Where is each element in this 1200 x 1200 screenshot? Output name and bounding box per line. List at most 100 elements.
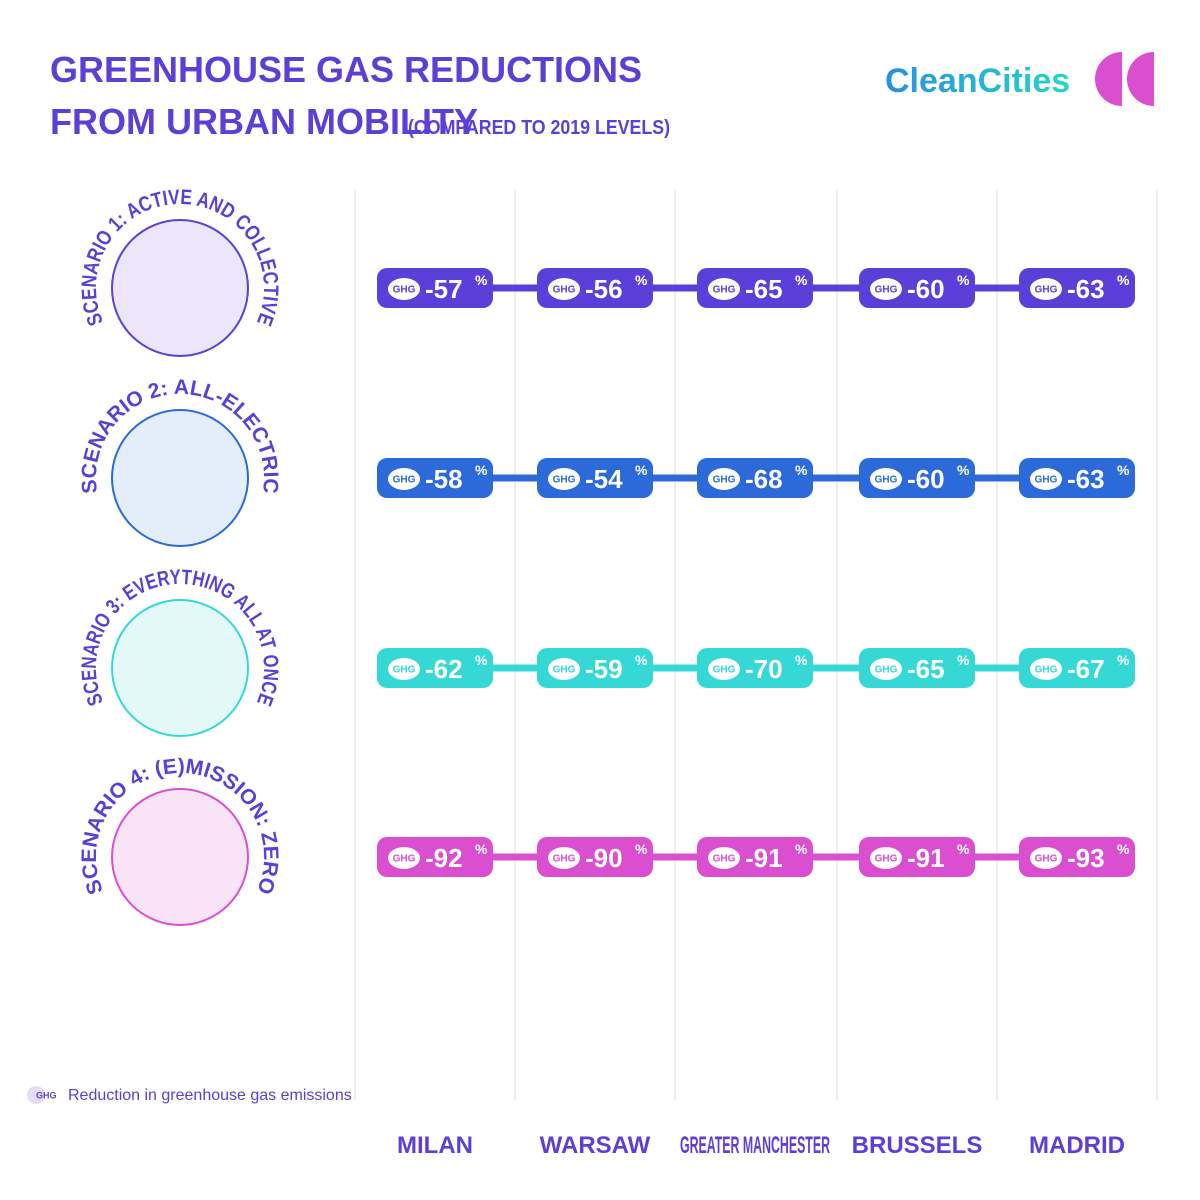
badge: GHG -92% bbox=[377, 837, 493, 877]
unit: % bbox=[475, 652, 488, 668]
unit: % bbox=[1117, 841, 1130, 857]
badge-label: GHG bbox=[553, 475, 576, 486]
cloud-icon bbox=[708, 468, 740, 490]
reduction-value: -67 bbox=[1067, 654, 1105, 684]
badge: GHG -57% bbox=[377, 268, 493, 308]
logo-mark bbox=[1095, 52, 1154, 106]
badge: GHG -63% bbox=[1019, 458, 1135, 498]
cloud-icon bbox=[548, 278, 580, 300]
reduction-value: -65 bbox=[745, 274, 783, 304]
unit: % bbox=[795, 462, 808, 478]
badge-label: GHG bbox=[1035, 475, 1058, 486]
cloud-icon bbox=[870, 847, 902, 869]
badge: GHG -63% bbox=[1019, 268, 1135, 308]
scenario-icon bbox=[111, 788, 249, 926]
cloud-icon bbox=[870, 468, 902, 490]
badge-label: GHG bbox=[713, 285, 736, 296]
badge-label: GHG bbox=[875, 854, 898, 865]
badge: GHG -59% bbox=[537, 648, 653, 688]
unit: % bbox=[795, 841, 808, 857]
badge-label: GHG bbox=[553, 285, 576, 296]
cloud-icon bbox=[708, 847, 740, 869]
unit: % bbox=[957, 462, 970, 478]
badge: GHG -68% bbox=[697, 458, 813, 498]
title-line-2: FROM URBAN MOBILITY bbox=[50, 101, 478, 142]
title-line-1: GREENHOUSE GAS REDUCTIONS bbox=[50, 49, 642, 90]
reduction-value: -63 bbox=[1067, 464, 1105, 494]
city-name: GREATER MANCHESTER bbox=[680, 1132, 830, 1159]
reduction-value: -63 bbox=[1067, 274, 1105, 304]
reduction-value: -58 bbox=[425, 464, 463, 494]
unit: % bbox=[1117, 462, 1130, 478]
cloud-icon bbox=[548, 468, 580, 490]
reduction-value: -91 bbox=[907, 843, 945, 873]
reduction-value: -59 bbox=[585, 654, 623, 684]
cloud-icon bbox=[548, 847, 580, 869]
badge: GHG -65% bbox=[697, 268, 813, 308]
reduction-value: -60 bbox=[907, 464, 945, 494]
badge-label: GHG bbox=[553, 665, 576, 676]
cloud-icon bbox=[1030, 468, 1062, 490]
city-name: MILAN bbox=[397, 1132, 473, 1159]
unit: % bbox=[1117, 272, 1130, 288]
badge-label: GHG bbox=[875, 665, 898, 676]
cloud-icon bbox=[870, 278, 902, 300]
cloud-icon bbox=[870, 658, 902, 680]
unit: % bbox=[957, 272, 970, 288]
cloud-icon bbox=[708, 658, 740, 680]
cloud-icon bbox=[388, 278, 420, 300]
cloud-icon bbox=[388, 847, 420, 869]
legend-icon bbox=[27, 1086, 45, 1104]
badge: GHG -90% bbox=[537, 837, 653, 877]
badge-label: GHG bbox=[393, 285, 416, 296]
unit: % bbox=[635, 462, 648, 478]
cloud-icon bbox=[388, 658, 420, 680]
badge: GHG -93% bbox=[1019, 837, 1135, 877]
unit: % bbox=[635, 652, 648, 668]
unit: % bbox=[475, 462, 488, 478]
reduction-value: -68 bbox=[745, 464, 783, 494]
reduction-value: -60 bbox=[907, 274, 945, 304]
badge: GHG -65% bbox=[859, 648, 975, 688]
badge: GHG -60% bbox=[859, 268, 975, 308]
reduction-value: -93 bbox=[1067, 843, 1105, 873]
badge: GHG -91% bbox=[859, 837, 975, 877]
legend: GHG Reduction in greenhouse gas emission… bbox=[27, 1086, 352, 1104]
badge: GHG -70% bbox=[697, 648, 813, 688]
cloud-icon bbox=[388, 468, 420, 490]
logo-text: CleanCities bbox=[885, 62, 1070, 100]
scenario: SCENARIO 2: ALL-ELECTRIC GHG -58 %GHG -54 %GH… bbox=[78, 376, 1135, 547]
unit: % bbox=[957, 841, 970, 857]
badge: GHG -67% bbox=[1019, 648, 1135, 688]
badge: GHG -62% bbox=[377, 648, 493, 688]
unit: % bbox=[475, 272, 488, 288]
scenario-icon bbox=[111, 219, 249, 357]
badge-label: GHG bbox=[1035, 854, 1058, 865]
badge-label: GHG bbox=[713, 854, 736, 865]
unit: % bbox=[635, 841, 648, 857]
cloud-icon bbox=[1030, 847, 1062, 869]
badge-label: GHG bbox=[713, 475, 736, 486]
badge-label: GHG bbox=[875, 285, 898, 296]
reduction-value: -65 bbox=[907, 654, 945, 684]
unit: % bbox=[635, 272, 648, 288]
subtitle: (COMPARED TO 2019 LEVELS) bbox=[408, 117, 670, 139]
reduction-value: -56 bbox=[585, 274, 623, 304]
city-name: MADRID bbox=[1029, 1132, 1125, 1159]
reduction-value: -90 bbox=[585, 843, 623, 873]
badge: GHG -91% bbox=[697, 837, 813, 877]
reduction-value: -54 bbox=[585, 464, 623, 494]
reduction-value: -57 bbox=[425, 274, 463, 304]
cloud-icon bbox=[548, 658, 580, 680]
grid bbox=[354, 190, 1158, 1100]
badge-label: GHG bbox=[393, 475, 416, 486]
badge-label: GHG bbox=[1035, 665, 1058, 676]
reduction-value: -92 bbox=[425, 843, 463, 873]
unit: % bbox=[1117, 652, 1130, 668]
badge-label: GHG bbox=[553, 854, 576, 865]
